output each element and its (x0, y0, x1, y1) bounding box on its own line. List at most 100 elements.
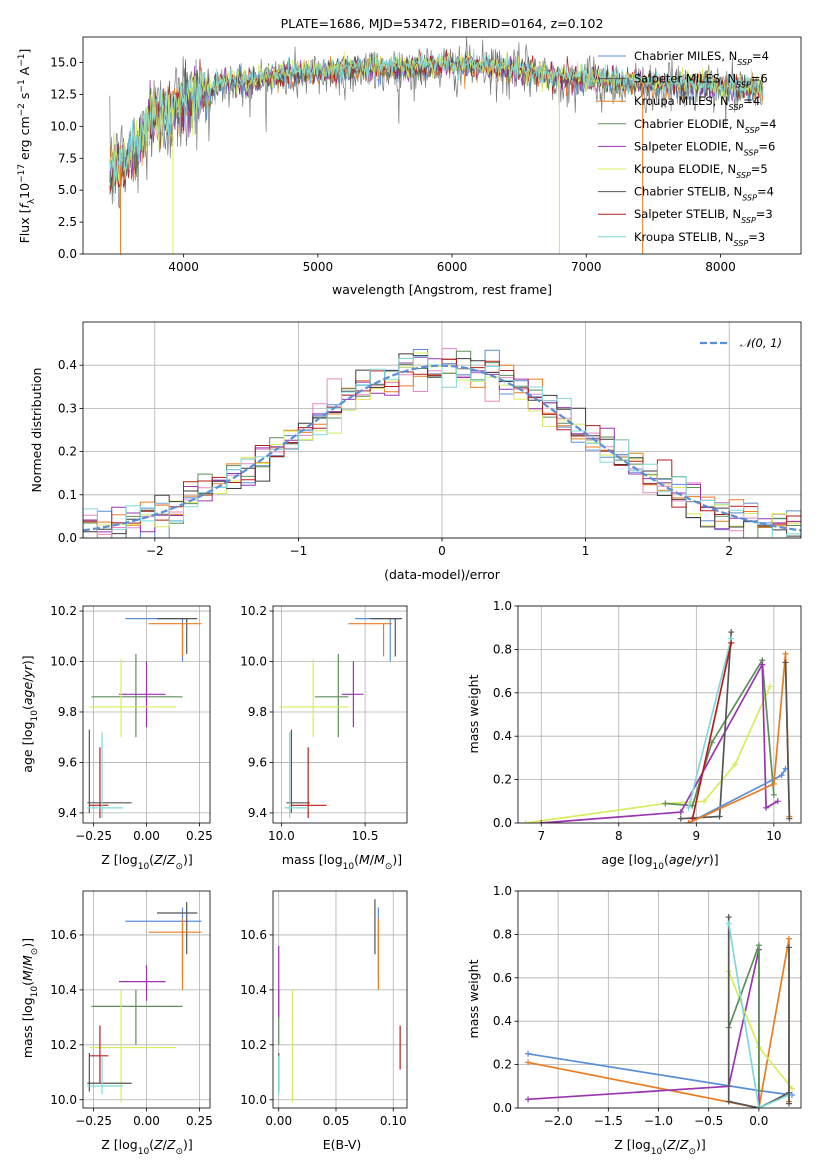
plot-area (87, 618, 202, 818)
x-tick-label: 10.0 (268, 829, 295, 843)
spectrum-line (109, 50, 764, 193)
y-tick-label: 9.4 (248, 806, 267, 820)
grid (273, 606, 407, 823)
weight-marker (785, 944, 792, 951)
x-tick-label: 9 (693, 829, 701, 843)
legend-entry: Chabrier STELIB, NSSP=4 (634, 185, 774, 203)
y-tick-label: 2.5 (58, 215, 77, 229)
plot-area (83, 348, 801, 538)
y-tick-label: 0.6 (493, 686, 512, 700)
x-tick-label: −0.25 (75, 1114, 112, 1128)
y-tick-label: 9.6 (58, 755, 77, 769)
weight-marker (785, 1100, 792, 1107)
y-tick-label: 12.5 (50, 87, 77, 101)
legend-entry: Salpeter MILES, NSSP=6 (634, 72, 768, 90)
y-axis-label: Flux [fλ10−17 erg cm−2 s−1 A−1] (17, 49, 37, 244)
y-tick-label: 9.6 (248, 755, 267, 769)
axes-weight-vs-Z: −2.0 −1.5 −1.0 −0.5 0.0 0.0 0.2 0.4 0.6 0.8 1.0 (493, 884, 802, 1128)
x-tick-label: −0.5 (694, 1114, 723, 1128)
axes-mass-vs-EBV: 0.00 0.05 0.10 10.0 10.2 10.4 10.6 (240, 890, 408, 1128)
weight-marker (786, 815, 793, 822)
legend-entry: Salpeter STELIB, NSSP=3 (634, 207, 773, 225)
y-tick-label: 0.4 (493, 729, 512, 743)
y-tick-label: 10.0 (240, 1093, 267, 1107)
weight-series (784, 662, 791, 819)
axes-frame (82, 605, 211, 824)
x-axis-label: Z [log10(Z/Z⊙)] (101, 1137, 193, 1157)
y-tick-label: 0.8 (493, 642, 512, 656)
axes-frame (82, 890, 211, 1109)
weight-marker (662, 800, 669, 807)
weight-marker (766, 683, 773, 690)
x-tick-label: 0 (438, 544, 446, 558)
axes-spectrum: 4000 5000 6000 7000 8000 0.0 2.5 5.0 7.5 10.0 12.5… (50, 36, 802, 274)
weight-marker (685, 804, 692, 811)
x-tick-label: 0.0 (749, 1114, 768, 1128)
legend-entry: Kroupa STELIB, NSSP=3 (634, 230, 765, 248)
weight-marker (525, 1050, 532, 1057)
y-tick-label: 1.0 (493, 884, 512, 898)
weight-marker (755, 1105, 762, 1108)
y-tick-label: 0.6 (493, 971, 512, 985)
x-tick-label: 0.00 (133, 1114, 160, 1128)
weight-marker (677, 815, 684, 822)
grid (273, 891, 407, 1108)
y-tick-label: 10.0 (50, 1093, 77, 1107)
y-tick-label: 10.6 (240, 928, 267, 942)
y-tick-label: 10.2 (50, 604, 77, 618)
x-tick-label: −0.25 (75, 829, 112, 843)
weight-marker (782, 659, 789, 666)
y-axis-label: mass [log10(M/M⊙)] (20, 938, 40, 1058)
x-tick-label: 0.00 (133, 829, 160, 843)
y-tick-label: 10.0 (240, 655, 267, 669)
y-tick-label: 10.2 (240, 604, 267, 618)
axes-frame (82, 321, 802, 539)
axes-frame (272, 605, 408, 824)
weight-series (688, 768, 787, 823)
x-tick-label: 8 (615, 829, 623, 843)
normal-curve (83, 364, 801, 532)
weight-marker (685, 820, 692, 823)
legend-entry: 𝒩(0, 1) (740, 336, 782, 350)
weight-marker (782, 650, 789, 657)
axes-residuals: −2 −1 0 1 2 0.0 0.1 0.2 0.3 0.4 (58, 321, 802, 558)
y-tick-label: 0.8 (493, 927, 512, 941)
x-tick-label: 5000 (303, 260, 334, 274)
y-tick-label: 15.0 (50, 56, 77, 70)
x-tick-label: 0.00 (265, 1114, 292, 1128)
weight-marker (728, 639, 735, 646)
chart-title: PLATE=1686, MJD=53472, FIBERID=0164, z=0… (281, 16, 604, 31)
weight-marker (538, 820, 545, 823)
weight-marker (522, 820, 529, 823)
axes-frame (517, 605, 802, 824)
weight-marker (755, 942, 762, 949)
y-tick-label: 0.2 (493, 1058, 512, 1072)
y-tick-label: 10.4 (50, 983, 77, 997)
x-tick-label: 0.25 (186, 829, 213, 843)
weight-marker (770, 780, 777, 787)
y-tick-label: 10.2 (50, 1038, 77, 1052)
weight-series (727, 970, 793, 1090)
y-tick-label: 9.8 (58, 705, 77, 719)
x-tick-label: 4000 (168, 260, 199, 274)
y-tick-label: 10.0 (50, 655, 77, 669)
weight-series (691, 642, 733, 819)
y-tick-label: 0.0 (58, 247, 77, 261)
plot-area (522, 629, 793, 823)
weight-marker (689, 802, 696, 809)
legend-entry: Chabrier ELODIE, NSSP=4 (634, 117, 776, 135)
weight-series (727, 923, 790, 1108)
y-tick-label: 0.2 (493, 773, 512, 787)
x-tick-label: −1 (290, 544, 308, 558)
axes-mass-vs-Z: −0.25 0.00 0.25 10.0 10.2 10.4 10.6 (50, 890, 213, 1128)
weight-marker (701, 798, 708, 805)
y-tick-label: 10.6 (50, 928, 77, 942)
y-axis-label: mass weight (466, 674, 481, 753)
y-tick-label: 0.0 (493, 1101, 512, 1115)
weight-marker (725, 1098, 732, 1105)
weight-series (727, 917, 790, 1108)
weight-marker (677, 809, 684, 816)
weight-marker (785, 935, 792, 942)
weight-marker (525, 1096, 532, 1103)
